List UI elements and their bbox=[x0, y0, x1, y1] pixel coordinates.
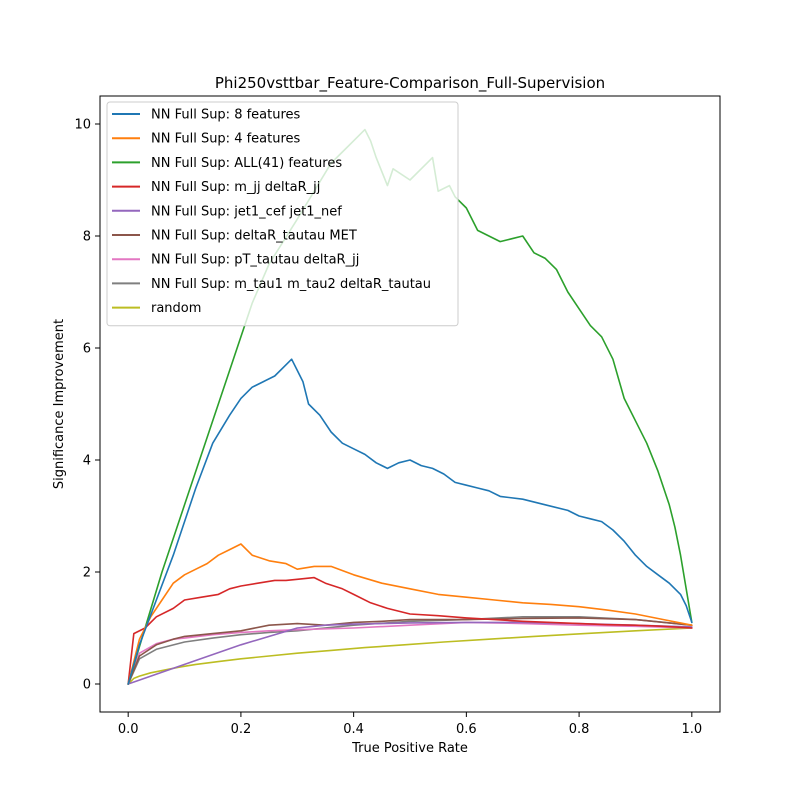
y-tick-label: 6 bbox=[83, 342, 91, 357]
legend: NN Full Sup: 8 features NN Full Sup: 4 fe… bbox=[106, 101, 459, 327]
series-line-5 bbox=[127, 617, 693, 685]
legend-label: NN Full Sup: jet1_cef jet1_nef bbox=[151, 204, 342, 219]
x-tick-label: 0.8 bbox=[569, 722, 590, 737]
legend-box bbox=[106, 101, 459, 327]
chart-title: Phi250vsttbar_Feature-Comparison_Full-Su… bbox=[215, 74, 605, 93]
y-tick-label: 8 bbox=[83, 230, 91, 245]
series-layer bbox=[127, 128, 693, 685]
series-line-7 bbox=[127, 615, 693, 685]
axes-frame bbox=[99, 95, 721, 713]
y-tick-label: 0 bbox=[83, 678, 91, 693]
legend-label: NN Full Sup: m_tau1 m_tau2 deltaR_tautau bbox=[151, 277, 431, 292]
series-line-8 bbox=[127, 627, 693, 685]
legend-label: NN Full Sup: m_jj deltaR_jj bbox=[151, 180, 320, 195]
x-tick-label: 0.4 bbox=[343, 722, 364, 737]
x-axis-label: True Positive Rate bbox=[351, 741, 468, 756]
legend-label: random bbox=[151, 301, 201, 316]
series-line-3 bbox=[127, 576, 693, 685]
y-tick-label: 2 bbox=[83, 566, 91, 581]
x-tick-label: 0.2 bbox=[231, 722, 252, 737]
legend-label: NN Full Sup: 8 features bbox=[151, 108, 301, 123]
legend-label: NN Full Sup: 4 features bbox=[151, 132, 301, 147]
x-axis-ticks: 0.0 0.2 0.4 0.6 0.8 1.0 bbox=[118, 712, 702, 737]
y-tick-label: 4 bbox=[83, 454, 91, 469]
x-tick-label: 0.6 bbox=[456, 722, 477, 737]
legend-label: NN Full Sup: pT_tautau deltaR_jj bbox=[151, 253, 359, 268]
x-tick-label: 1.0 bbox=[681, 722, 702, 737]
y-axis-label: Significance Improvement bbox=[52, 319, 67, 489]
series-line-0 bbox=[127, 358, 693, 685]
y-axis-ticks: 0 2 4 6 8 10 bbox=[74, 118, 100, 693]
series-line-1 bbox=[127, 543, 693, 685]
x-tick-label: 0.0 bbox=[118, 722, 139, 737]
legend-label: NN Full Sup: deltaR_tautau MET bbox=[151, 229, 357, 244]
y-tick-label: 10 bbox=[74, 118, 91, 133]
legend-label: NN Full Sup: ALL(41) features bbox=[151, 156, 342, 171]
